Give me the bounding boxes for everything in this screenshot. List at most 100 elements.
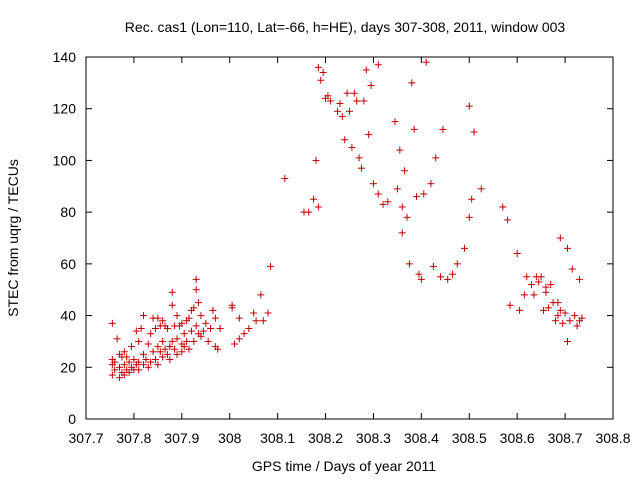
data-point — [281, 175, 289, 183]
data-point — [346, 107, 353, 115]
x-tick-label: 308.8 — [595, 430, 630, 446]
x-axis: 307.7 307.8 307.9 308 308.1 308.2 308.3 308.4 30… — [68, 57, 631, 446]
x-tick-label: 308.1 — [260, 430, 295, 446]
data-point — [420, 190, 428, 198]
data-point — [116, 374, 124, 382]
data-point — [192, 275, 200, 283]
data-point — [156, 348, 164, 356]
data-point — [357, 164, 365, 172]
data-point — [535, 278, 543, 286]
data-point — [139, 350, 147, 358]
data-point — [314, 203, 322, 211]
data-point — [197, 332, 205, 340]
data-point — [393, 185, 401, 193]
data-point — [151, 356, 159, 364]
data-point — [240, 330, 248, 338]
data-point — [317, 76, 325, 84]
data-point — [504, 216, 512, 224]
data-point — [561, 309, 569, 317]
data-point — [506, 301, 514, 309]
data-point — [142, 356, 150, 364]
data-point — [245, 325, 253, 332]
x-tick-label: 307.7 — [68, 430, 103, 446]
data-point — [207, 325, 215, 332]
y-tick-label: 60 — [60, 256, 76, 272]
data-point — [460, 244, 468, 252]
x-tick-label: 308.7 — [548, 430, 583, 446]
data-point — [125, 358, 133, 366]
data-point — [137, 325, 145, 332]
data-point — [135, 358, 143, 366]
data-point — [171, 345, 179, 353]
data-point — [396, 146, 404, 154]
data-point — [477, 185, 485, 193]
data-point — [422, 58, 430, 66]
data-point — [144, 363, 152, 371]
data-point — [108, 319, 116, 327]
data-point — [116, 363, 124, 371]
data-point — [427, 180, 435, 188]
data-point — [161, 345, 169, 353]
data-point — [310, 195, 318, 203]
data-point — [173, 312, 181, 320]
data-point — [187, 327, 195, 335]
data-point — [166, 343, 174, 351]
data-point — [168, 288, 176, 296]
x-tick-label: 308.2 — [308, 430, 343, 446]
x-tick-label: 308 — [218, 430, 242, 446]
data-point — [204, 337, 212, 345]
data-point — [154, 343, 162, 351]
data-point — [168, 337, 176, 345]
data-point — [144, 340, 152, 348]
data-point — [578, 314, 586, 322]
data-point — [547, 281, 555, 289]
data-point — [365, 131, 373, 139]
data-point — [125, 368, 133, 376]
data-point — [192, 322, 200, 330]
data-point — [178, 348, 186, 356]
data-point — [341, 136, 349, 144]
data-point — [120, 361, 128, 369]
data-point — [266, 262, 274, 270]
data-point — [468, 195, 476, 203]
data-point — [202, 319, 210, 327]
data-point — [410, 125, 418, 133]
data-point — [324, 92, 332, 100]
data-point — [398, 229, 406, 237]
data-point — [542, 288, 550, 296]
data-point — [415, 270, 423, 278]
data-points — [108, 58, 586, 382]
data-point — [195, 299, 203, 307]
data-point — [312, 156, 320, 164]
data-point — [566, 317, 574, 325]
data-point — [120, 371, 128, 379]
data-point — [113, 335, 121, 343]
data-point — [305, 208, 313, 216]
data-point — [554, 312, 562, 320]
x-axis-label: GPS time / Days of year 2011 — [252, 458, 436, 474]
data-point — [178, 319, 186, 327]
data-point — [367, 81, 375, 89]
data-point — [139, 361, 147, 369]
data-point — [554, 299, 562, 307]
data-point — [154, 314, 162, 322]
data-point — [523, 273, 531, 281]
data-point — [180, 343, 188, 351]
y-tick-label: 40 — [60, 308, 76, 324]
data-point — [403, 213, 411, 221]
data-point — [348, 144, 356, 151]
data-point — [530, 291, 538, 299]
data-point — [429, 262, 437, 270]
data-point — [108, 371, 116, 379]
data-point — [192, 286, 200, 294]
y-tick-label: 100 — [53, 152, 77, 168]
x-tick-label: 308.3 — [356, 430, 391, 446]
y-tick-label: 20 — [60, 359, 76, 375]
data-point — [139, 312, 147, 320]
data-point — [257, 291, 265, 299]
data-point — [537, 273, 545, 281]
x-tick-label: 308.6 — [500, 430, 535, 446]
data-point — [159, 317, 167, 325]
data-point — [575, 275, 583, 283]
